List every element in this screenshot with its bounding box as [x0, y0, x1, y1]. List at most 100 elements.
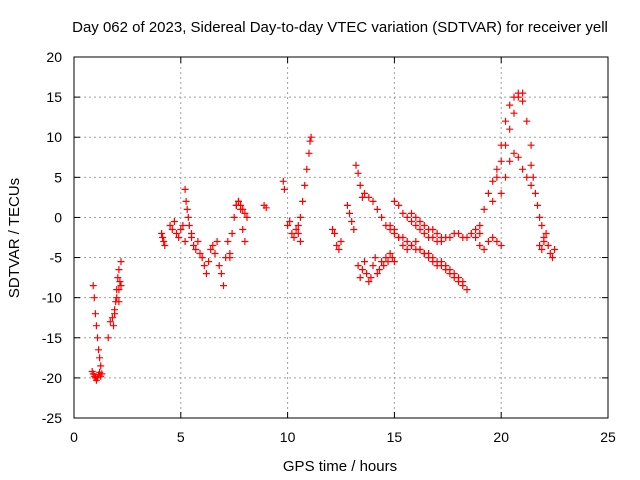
data-point	[303, 165, 311, 173]
y-tick-label: -5	[50, 250, 63, 266]
data-point	[375, 266, 383, 274]
data-point	[230, 213, 238, 221]
data-point	[549, 254, 556, 262]
data-point	[190, 242, 198, 249]
data-point	[90, 294, 98, 302]
y-tick-label: -10	[42, 290, 62, 306]
data-point	[354, 169, 362, 177]
data-point	[114, 274, 122, 282]
data-point	[429, 258, 437, 266]
data-point	[358, 193, 366, 201]
data-point	[106, 318, 114, 326]
data-point	[442, 266, 450, 274]
data-point	[158, 230, 166, 237]
data-point	[480, 246, 488, 253]
data-point	[399, 242, 407, 249]
data-point	[294, 222, 302, 229]
data-point	[241, 209, 249, 217]
data-point	[365, 278, 373, 286]
data-point	[188, 234, 195, 241]
data-point	[502, 117, 509, 125]
data-point	[185, 222, 193, 229]
data-point	[382, 254, 390, 262]
data-point	[354, 262, 362, 270]
data-point	[476, 242, 484, 249]
data-point	[196, 250, 204, 257]
data-point	[534, 201, 541, 209]
data-point	[294, 230, 302, 237]
data-point	[493, 165, 501, 173]
data-point	[213, 238, 221, 245]
data-point	[403, 213, 411, 221]
data-point	[514, 89, 522, 97]
data-point	[348, 218, 356, 225]
data-point	[111, 310, 119, 318]
data-point	[544, 242, 552, 249]
axis-ticks: 0 5 10 15 20 25 -25 -20 -15 -10 -5 0 5 10 15 20	[42, 49, 616, 445]
data-point	[390, 226, 398, 233]
data-point	[184, 213, 192, 221]
data-point	[540, 238, 548, 245]
data-point	[161, 242, 169, 249]
data-point	[94, 334, 101, 342]
data-point	[416, 226, 424, 233]
data-point	[388, 254, 396, 262]
data-point	[433, 230, 441, 237]
data-point	[224, 238, 232, 245]
data-point	[95, 346, 103, 354]
data-point	[497, 189, 505, 197]
data-point	[489, 234, 497, 241]
data-point	[89, 282, 97, 290]
data-point	[420, 222, 428, 229]
data-point	[211, 250, 219, 257]
data-point	[166, 222, 174, 229]
data-point	[476, 230, 484, 237]
data-point	[506, 101, 514, 109]
data-point	[96, 354, 104, 362]
data-point	[113, 286, 121, 294]
data-point	[92, 322, 100, 330]
data-point	[476, 222, 484, 229]
data-point	[463, 234, 471, 241]
data-point	[343, 201, 351, 209]
data-point	[307, 133, 315, 141]
data-point	[352, 161, 360, 169]
x-tick-label: 5	[177, 429, 185, 445]
data-point	[104, 334, 112, 342]
data-point	[446, 270, 454, 278]
data-point	[536, 213, 544, 221]
data-point	[179, 222, 187, 229]
data-point	[170, 218, 178, 225]
data-point	[363, 270, 371, 278]
x-tick-label: 0	[70, 429, 78, 445]
data-point	[536, 242, 544, 249]
data-point	[472, 226, 480, 233]
data-point	[288, 230, 296, 237]
data-point	[350, 226, 358, 233]
data-point	[380, 262, 388, 270]
data-point	[346, 209, 353, 217]
data-point	[450, 274, 458, 282]
data-point	[365, 193, 373, 201]
data-point	[235, 197, 242, 205]
x-tick-label: 25	[600, 429, 616, 445]
data-point	[226, 254, 234, 262]
data-point	[523, 173, 531, 181]
data-point	[399, 209, 407, 217]
x-axis-label: GPS time / hours	[283, 458, 397, 475]
data-point	[429, 226, 437, 233]
data-point	[467, 230, 475, 237]
y-tick-label: -25	[42, 410, 62, 426]
data-point	[113, 294, 121, 302]
data-point	[463, 286, 471, 294]
data-point	[493, 173, 501, 181]
data-point	[459, 282, 467, 290]
x-tick-label: 15	[387, 429, 403, 445]
data-point	[390, 197, 398, 205]
data-point	[519, 165, 527, 173]
data-point	[217, 270, 225, 278]
data-point	[412, 222, 420, 229]
y-tick-label: 0	[54, 209, 62, 225]
data-point	[527, 141, 535, 149]
